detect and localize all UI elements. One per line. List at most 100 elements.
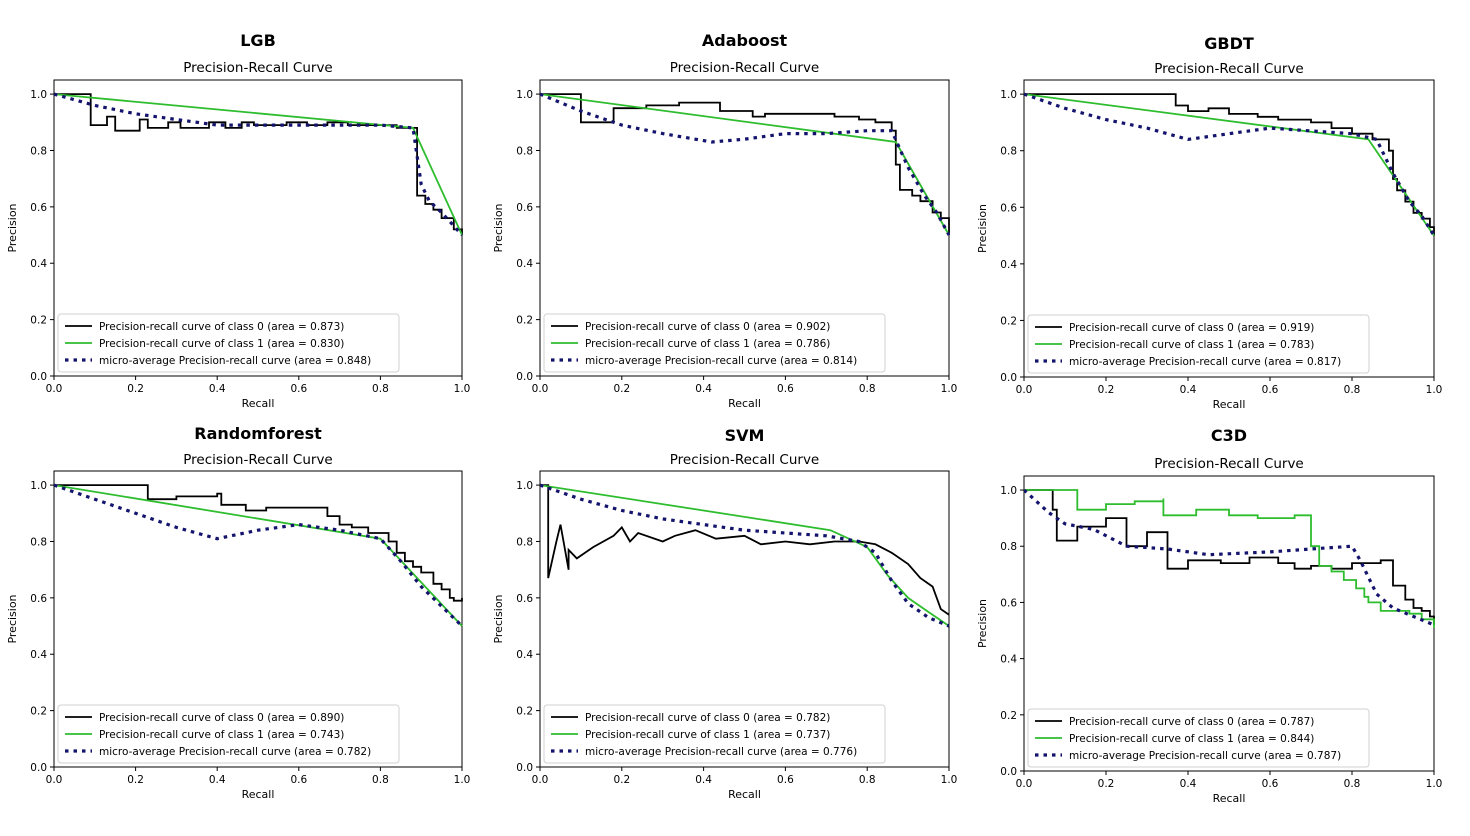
panel-subtitle: Precision-Recall Curve (183, 452, 333, 468)
x-tick-label: 0.0 (46, 383, 63, 395)
x-tick-label: 0.4 (695, 774, 712, 786)
x-tick-label: 1.0 (941, 383, 958, 395)
legend-entry-label: Precision-recall curve of class 1 (area … (99, 338, 344, 350)
series-line-0 (1024, 489, 1435, 625)
x-tick-label: 0.6 (1262, 384, 1279, 396)
y-tick-label: 0.8 (30, 145, 47, 157)
y-tick-label: 1.0 (30, 89, 47, 101)
series-line-1 (1024, 93, 1435, 237)
x-tick-label: 0.8 (859, 774, 876, 786)
series-group (1024, 92, 1435, 237)
y-tick-label: 1.0 (1000, 89, 1017, 101)
legend-entry-label: micro-average Precision-recall curve (ar… (585, 746, 857, 758)
series-line-1 (1024, 489, 1435, 628)
legend-entry-label: Precision-recall curve of class 1 (area … (585, 729, 830, 741)
y-tick-label: 0.4 (1000, 654, 1017, 666)
legend-entry-label: Precision-recall curve of class 0 (area … (1069, 322, 1314, 334)
series-group (54, 483, 463, 628)
legend: Precision-recall curve of class 0 (area … (543, 704, 886, 764)
legend-entry-label: Precision-recall curve of class 1 (area … (1069, 339, 1314, 351)
x-axis-label: Recall (728, 397, 761, 410)
y-axis-label: Precision (492, 203, 505, 252)
series-line-1 (54, 93, 463, 236)
legend: Precision-recall curve of class 0 (area … (1027, 314, 1370, 374)
y-tick-label: 0.8 (1000, 146, 1017, 158)
y-tick-label: 0.6 (516, 202, 533, 214)
legend: Precision-recall curve of class 0 (area … (543, 313, 886, 373)
legend-box (57, 704, 400, 764)
legend-entry-label: Precision-recall curve of class 1 (area … (99, 729, 344, 741)
legend: Precision-recall curve of class 0 (area … (1027, 708, 1370, 768)
y-axis-label: Precision (6, 203, 19, 252)
y-tick-label: 0.6 (516, 593, 533, 605)
legend-box (543, 313, 886, 373)
series-line-0 (54, 484, 463, 602)
y-tick-label: 0.0 (1000, 766, 1017, 778)
y-tick-label: 0.4 (516, 649, 533, 661)
x-tick-label: 0.2 (127, 774, 144, 786)
x-tick-label: 0.6 (777, 774, 794, 786)
x-axis-label: Recall (1213, 792, 1246, 805)
series-line-0 (1024, 93, 1435, 236)
y-tick-label: 0.4 (30, 258, 47, 270)
y-tick-label: 0.6 (30, 202, 47, 214)
x-tick-label: 0.8 (1344, 384, 1361, 396)
legend-entry-label: Precision-recall curve of class 1 (area … (585, 338, 830, 350)
y-tick-label: 0.0 (30, 762, 47, 774)
y-tick-label: 0.4 (516, 258, 533, 270)
chart-panel-c3d: C3D Precision-Recall Curve 0.0 0.2 0.4 0.6 0.8… (976, 426, 1442, 805)
legend-entry-label: Precision-recall curve of class 0 (area … (585, 712, 830, 724)
x-tick-label: 0.4 (1180, 778, 1197, 790)
y-tick-label: 0.6 (1000, 202, 1017, 214)
legend-entry-label: Precision-recall curve of class 0 (area … (585, 321, 830, 333)
x-axis-label: Recall (242, 788, 275, 801)
panel-subtitle: Precision-Recall Curve (670, 452, 820, 468)
y-tick-label: 0.0 (516, 762, 533, 774)
x-tick-label: 0.0 (532, 774, 549, 786)
x-tick-label: 0.4 (1180, 384, 1197, 396)
y-tick-label: 1.0 (1000, 485, 1017, 497)
legend-entry-label: micro-average Precision-recall curve (ar… (1069, 356, 1341, 368)
y-tick-label: 0.0 (1000, 372, 1017, 384)
legend-entry-label: micro-average Precision-recall curve (ar… (585, 355, 857, 367)
x-tick-label: 0.2 (613, 774, 630, 786)
y-tick-label: 0.2 (1000, 315, 1017, 327)
chart-panel-adaboost: Adaboost Precision-Recall Curve 0.0 0.2 0.4 0… (492, 31, 957, 410)
legend-entry-label: Precision-recall curve of class 0 (area … (99, 712, 344, 724)
x-tick-label: 0.8 (1344, 778, 1361, 790)
legend-box (57, 313, 400, 373)
y-tick-label: 0.2 (30, 706, 47, 718)
y-tick-label: 1.0 (516, 89, 533, 101)
panel-subtitle: Precision-Recall Curve (1154, 456, 1304, 472)
x-tick-label: 0.4 (695, 383, 712, 395)
x-tick-label: 0.2 (1098, 778, 1115, 790)
y-tick-label: 0.6 (30, 593, 47, 605)
series-group (540, 92, 950, 236)
panel-subtitle: Precision-Recall Curve (183, 60, 333, 76)
y-axis-label: Precision (492, 594, 505, 643)
panel-subtitle: Precision-Recall Curve (1154, 61, 1304, 77)
legend-entry-label: Precision-recall curve of class 0 (area … (1069, 716, 1314, 728)
x-tick-label: 1.0 (454, 774, 471, 786)
legend-entry-label: micro-average Precision-recall curve (ar… (99, 746, 371, 758)
series-group (1024, 488, 1435, 628)
legend-box (1027, 708, 1370, 768)
x-tick-label: 0.2 (1098, 384, 1115, 396)
panel-model-title: LGB (240, 31, 276, 50)
y-axis-label: Precision (976, 599, 989, 648)
y-tick-label: 1.0 (30, 480, 47, 492)
panel-model-title: GBDT (1204, 34, 1254, 53)
x-tick-label: 1.0 (941, 774, 958, 786)
panel-model-title: SVM (725, 426, 765, 445)
series-line-2 (540, 92, 950, 236)
x-tick-label: 0.6 (1262, 778, 1279, 790)
panel-model-title: Randomforest (194, 424, 322, 443)
legend-entry-label: micro-average Precision-recall curve (ar… (99, 355, 371, 367)
y-tick-label: 0.4 (1000, 259, 1017, 271)
x-tick-label: 0.0 (46, 774, 63, 786)
series-group (54, 92, 463, 237)
y-tick-label: 0.4 (30, 649, 47, 661)
x-tick-label: 0.6 (290, 774, 307, 786)
y-tick-label: 0.2 (1000, 710, 1017, 722)
